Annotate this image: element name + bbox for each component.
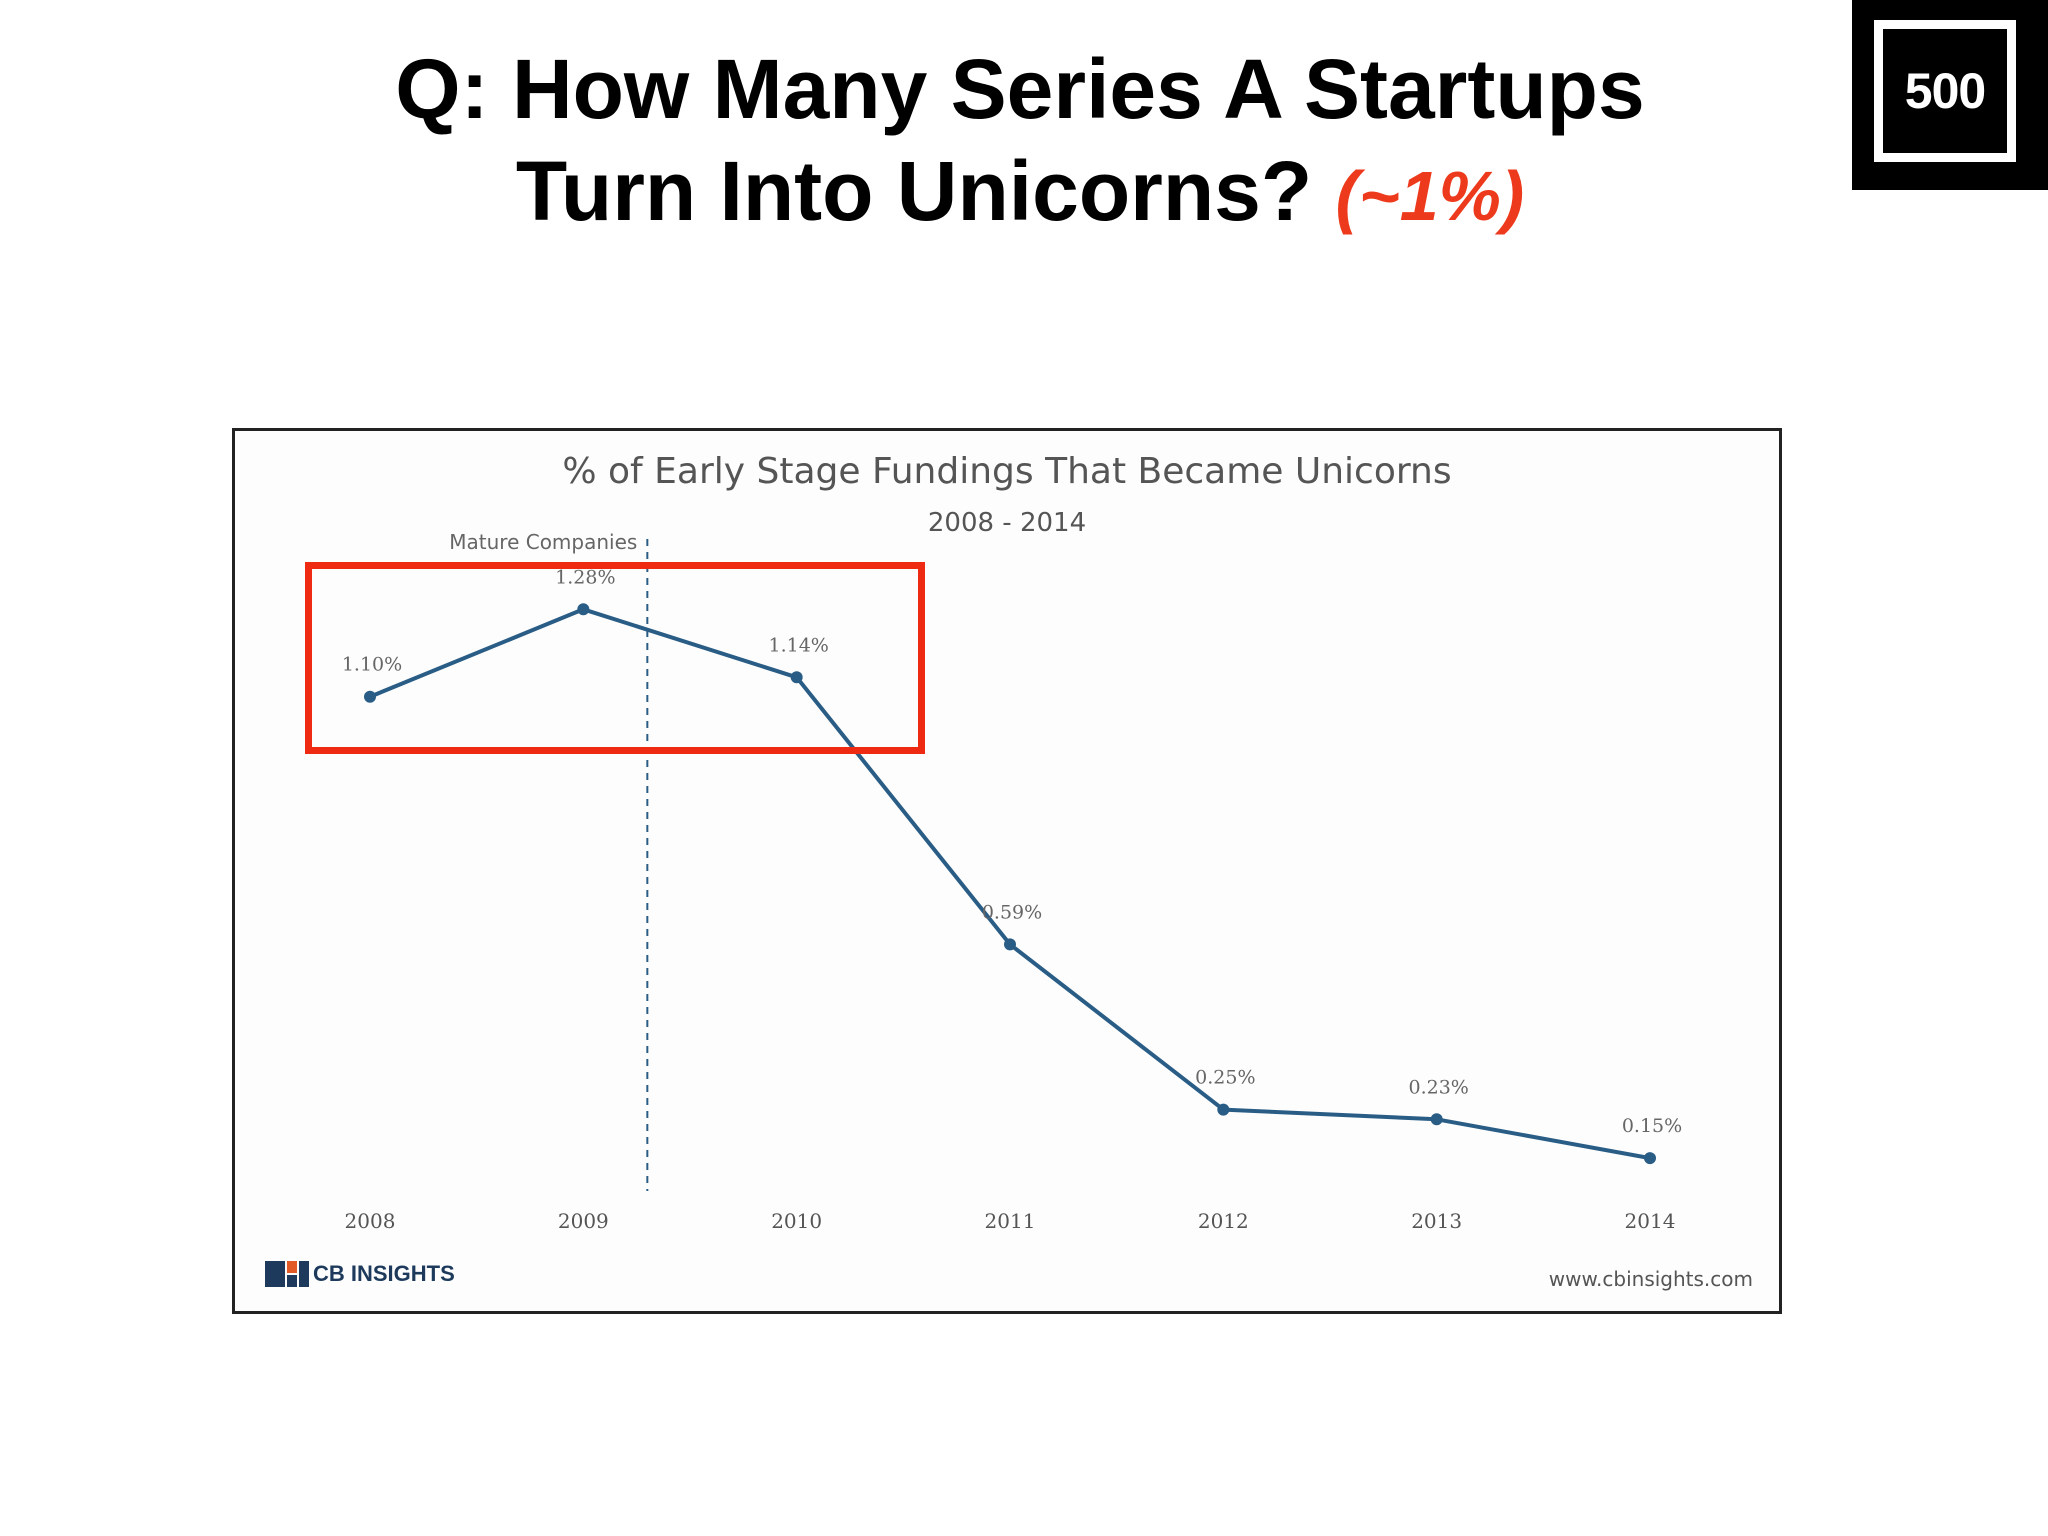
title-line-1: Q: How Many Series A Startups xyxy=(395,42,1645,136)
data-label: 1.10% xyxy=(342,654,402,676)
chart-title: % of Early Stage Fundings That Became Un… xyxy=(562,451,1451,492)
source-url: www.cbinsights.com xyxy=(1548,1267,1753,1291)
data-label: 1.28% xyxy=(555,566,615,588)
x-axis: 2008 2009 2010 2011 2012 2013 2014 xyxy=(345,1209,1676,1233)
chart-subtitle: 2008 - 2014 xyxy=(928,508,1086,538)
data-label: 1.14% xyxy=(768,634,828,656)
annotation-layer: Mature Companies xyxy=(449,530,649,1191)
data-point xyxy=(790,671,803,684)
brand-logo-frame: 500 xyxy=(1874,20,2016,162)
annotation-label: Mature Companies xyxy=(449,530,637,554)
x-tick-label: 2012 xyxy=(1198,1209,1249,1233)
x-tick-label: 2011 xyxy=(985,1209,1036,1233)
slide-title: Q: How Many Series A Startups Turn Into … xyxy=(200,38,1840,247)
data-point xyxy=(1644,1152,1656,1165)
x-tick-label: 2010 xyxy=(771,1209,822,1233)
data-labels-layer: 1.10% 1.28% 1.14% 0.59% 0.25% 0.23% 0.15% xyxy=(342,566,1682,1137)
data-point xyxy=(1430,1113,1443,1126)
data-label: 0.15% xyxy=(1622,1115,1682,1137)
source-logo-text: CB INSIGHTS xyxy=(313,1261,455,1286)
data-point xyxy=(1004,938,1016,951)
brand-logo-text: 500 xyxy=(1904,63,1986,119)
title-answer: (~1%) xyxy=(1335,157,1525,235)
x-tick-label: 2014 xyxy=(1625,1209,1676,1233)
x-tick-label: 2009 xyxy=(558,1209,609,1233)
data-label: 0.25% xyxy=(1195,1067,1255,1089)
data-point xyxy=(1217,1103,1230,1116)
series-layer xyxy=(364,603,1656,1165)
data-point xyxy=(364,690,376,703)
chart-frame: % of Early Stage Fundings That Became Un… xyxy=(232,428,1782,1314)
x-tick-label: 2013 xyxy=(1411,1209,1462,1233)
data-label: 0.59% xyxy=(982,901,1042,923)
source-logo: CB INSIGHTS xyxy=(265,1259,455,1289)
data-point xyxy=(577,603,590,616)
brand-logo: 500 xyxy=(1852,0,2048,190)
highlight-box xyxy=(305,562,925,754)
data-label: 0.23% xyxy=(1408,1076,1468,1098)
line-chart: % of Early Stage Fundings That Became Un… xyxy=(342,451,1682,1233)
x-tick-label: 2008 xyxy=(345,1209,396,1233)
cb-logo-icon xyxy=(265,1259,309,1289)
title-line-2: Turn Into Unicorns? xyxy=(515,144,1313,238)
